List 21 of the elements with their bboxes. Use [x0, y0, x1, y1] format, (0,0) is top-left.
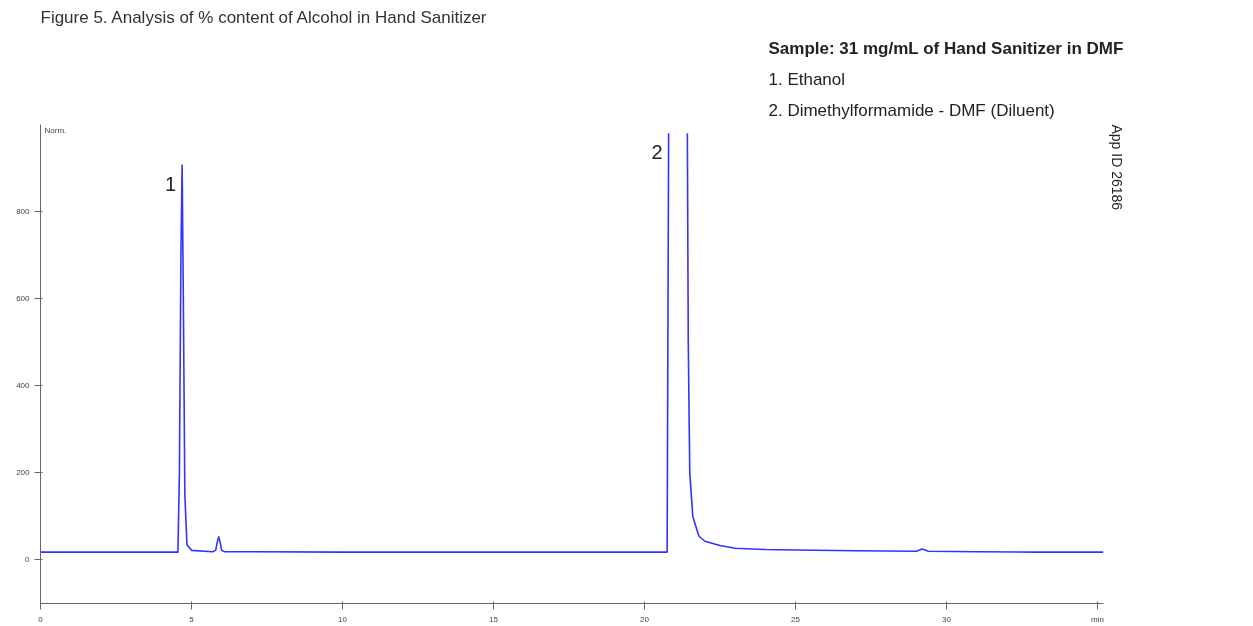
y-tick-label: 800	[16, 207, 31, 217]
y-axis-title: Norm.	[44, 125, 67, 135]
y-tick-label: 0	[25, 555, 31, 565]
text: 1. Ethanol	[768, 69, 846, 89]
text: App ID 26186	[1108, 124, 1125, 211]
x-tick-label: 30	[942, 614, 952, 624]
annotation: 2	[651, 141, 663, 164]
chart-title: Figure 5. Analysis of % content of Alcohol in Hand Sanitizer	[40, 7, 487, 27]
text: Sample: 31 mg/mL of Hand Sanitizer in DMF	[768, 38, 1124, 58]
x-tick-label: 10	[338, 614, 348, 624]
y-tick-label: 600	[16, 294, 31, 304]
x-tick-label: 5	[189, 614, 195, 624]
text: 2. Dimethylformamide - DMF (Diluent)	[768, 100, 1055, 120]
x-tick-label: 25	[791, 614, 801, 624]
annotation: 1	[165, 173, 177, 195]
x-tick-label: 20	[640, 614, 650, 624]
y-tick-label: 200	[16, 468, 31, 478]
x-tick-label: 0	[38, 614, 44, 624]
x-tick-label: 15	[489, 614, 499, 624]
y-tick-label: 400	[16, 381, 31, 391]
x-tick-label: min	[1091, 614, 1104, 624]
